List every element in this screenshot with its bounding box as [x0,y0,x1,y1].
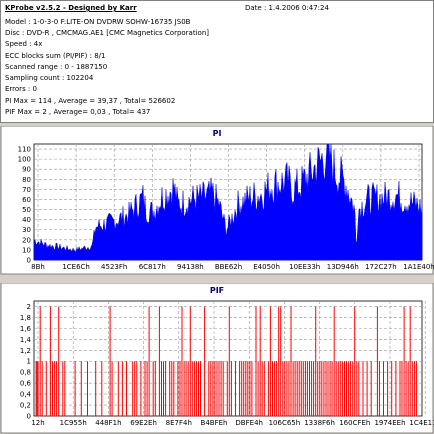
pi-series-area [33,143,423,261]
y-tick-label: 0,6 [20,380,32,388]
y-tick-label: 0,4 [20,391,32,399]
x-tick-label: 13D946h [327,263,359,271]
y-tick-label: 1,4 [20,336,32,344]
info-line-disc: Disc : DVD-R , CMCMAG.AE1 [CMC Magnetics… [5,29,209,37]
x-tick-label: 8E7F4h [166,419,192,427]
program-title: KProbe v2.5.2 - Designed by Karr [5,4,137,12]
x-tick-label: 1CE6Ch [62,263,90,271]
x-tick-label: 448F1h [95,419,121,427]
y-tick-label: 1,8 [20,314,31,322]
y-tick-label: 0,8 [20,369,31,377]
y-tick-label: 60 [22,196,31,204]
x-tick-label: 69E2Eh [130,419,157,427]
pi-chart: PI 0 10 20 30 40 50 60 70 80 90 100 110 8Bh 1CE6Ch 4523… [0,126,434,275]
info-line-speed: Speed : 4x [5,40,43,48]
chart-title: PIF [210,286,224,295]
x-tick-label: 8Bh [31,263,45,271]
y-tick-label: 0,2 [20,402,31,410]
x-tick-label: B4BFEh [201,419,228,427]
y-tick-label: 1,6 [20,325,32,333]
y-tick-label: 1 [27,358,31,366]
info-line-errors: Errors : 0 [5,85,37,93]
x-tick-label: 6C817h [139,263,166,271]
x-tick-label: 12h [31,419,44,427]
info-panel: KProbe v2.5.2 - Designed by Karr Date : … [0,0,434,123]
info-line-pif-stats: PIF Max = 2 , Average= 0,03 , Total= 437 [5,108,151,116]
y-tick-label: 30 [22,226,31,234]
y-tick-label: 40 [22,216,31,224]
y-tick-label: 0 [27,257,31,265]
x-tick-label: 10EE33h [289,263,320,271]
y-tick-label: 0 [27,413,31,421]
y-tick-label: 70 [22,186,31,194]
y-tick-label: 50 [22,206,31,214]
info-line-model: Model : 1-0-3-0 F:LITE-ON DVDRW SOHW-167… [5,18,191,26]
y-tick-label: 2 [27,303,31,311]
y-tick-label: 100 [18,156,31,164]
y-tick-label: 1,2 [20,347,31,355]
y-tick-label: 90 [22,166,31,174]
x-tick-label: DBFE4h [235,419,263,427]
x-tick-label: 160CFEh [339,419,370,427]
x-tick-label: E4050h [253,263,280,271]
x-tick-label: 1C955h [60,419,87,427]
x-tick-label: 4523Fh [101,263,127,271]
y-tick-label: 80 [22,176,31,184]
chart-title: PI [213,129,222,138]
x-tick-label: 106C65h [269,419,301,427]
x-tick-label: 172C27h [365,263,397,271]
pif-chart: PIF 0 0,2 0,4 0,6 0,8 1 1,2 1,4 1,6 1,8 2 12h 1C955h 4… [0,283,434,434]
info-line-sampling: Sampling count : 102204 [5,74,94,82]
y-tick-label: 10 [22,246,31,254]
x-tick-label: 1974EEh [374,419,405,427]
x-tick-label: 1C4E11h [409,419,434,427]
info-line-pi-stats: PI Max = 114 , Average = 39,37 , Total= … [5,97,176,105]
info-line-range: Scanned range : 0 - 1887150 [5,63,108,71]
plot-area [33,300,423,417]
x-tick-label: 94138h [177,263,204,271]
x-tick-label: BBE62h [215,263,242,271]
scan-date: Date : 1.4.2006 0:47:24 [245,4,329,12]
y-tick-label: 110 [18,146,31,154]
x-tick-label: 1A1E40h [403,263,434,271]
info-line-ecc: ECC blocks sum (PI/PIF) : 8/1 [5,52,106,60]
y-tick-label: 20 [22,236,31,244]
x-tick-label: 1338F6h [304,419,335,427]
